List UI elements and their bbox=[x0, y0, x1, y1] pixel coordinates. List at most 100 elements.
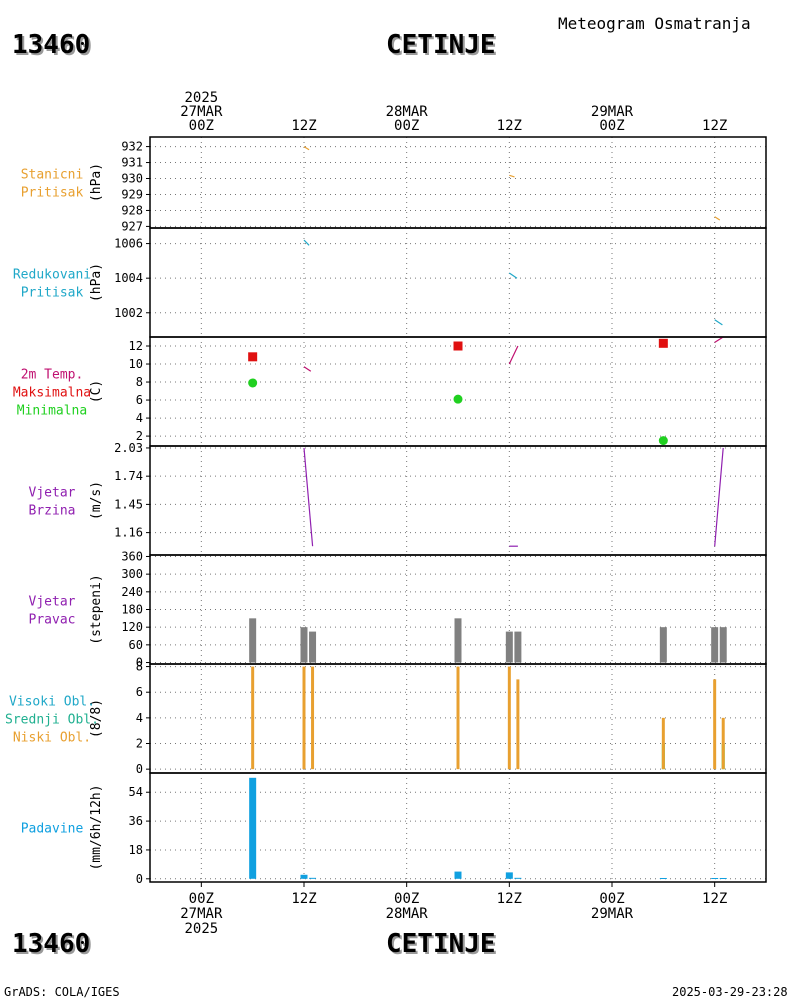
time-label-bottom: 2025 bbox=[184, 921, 218, 937]
bar-mark bbox=[251, 666, 255, 770]
y-tick-label: 930 bbox=[121, 172, 143, 186]
y-tick-label: 1006 bbox=[114, 237, 143, 251]
bar-mark bbox=[507, 666, 511, 770]
series-line bbox=[303, 146, 310, 151]
series-line bbox=[714, 336, 724, 343]
time-label-bottom: 00Z bbox=[189, 891, 214, 907]
y-tick-label: 8 bbox=[136, 660, 143, 674]
series-line bbox=[714, 319, 723, 326]
time-label-bottom: 28MAR bbox=[386, 906, 429, 922]
max-temp-marker bbox=[248, 352, 258, 362]
station-id: 13460 bbox=[12, 30, 91, 60]
bar-mark bbox=[514, 631, 522, 663]
y-tick-label: 1.74 bbox=[114, 469, 143, 483]
bar-mark bbox=[659, 877, 667, 879]
y-tick-label: 0 bbox=[136, 762, 143, 776]
time-label-bottom: 12Z bbox=[497, 891, 522, 907]
unit-label: (mm/6h/12h) bbox=[89, 784, 104, 870]
y-tick-label: 927 bbox=[121, 219, 143, 233]
panel-frame bbox=[149, 136, 767, 229]
time-label-top: 27MAR bbox=[180, 104, 223, 120]
bar-mark bbox=[711, 627, 719, 663]
y-tick-label: 60 bbox=[129, 638, 143, 652]
panel-label: Vjetar bbox=[29, 595, 76, 610]
bar-mark bbox=[302, 666, 306, 770]
y-tick-label: 10 bbox=[129, 357, 143, 371]
panel-label: 2m Temp. bbox=[21, 368, 84, 383]
bar-mark bbox=[456, 666, 460, 770]
panel-label: Visoki Obl. bbox=[9, 695, 95, 710]
time-label-bottom: 00Z bbox=[394, 891, 419, 907]
bar-mark bbox=[719, 877, 727, 879]
y-tick-label: 18 bbox=[129, 843, 143, 857]
panel-frame bbox=[149, 445, 767, 556]
series-line bbox=[714, 216, 721, 221]
y-tick-label: 8 bbox=[136, 375, 143, 389]
unit-label: (hPa) bbox=[89, 163, 104, 202]
time-label-top: 00Z bbox=[189, 118, 214, 134]
y-tick-label: 54 bbox=[129, 785, 143, 799]
panel-frame bbox=[149, 336, 767, 447]
y-tick-label: 300 bbox=[121, 567, 143, 581]
y-tick-label: 6 bbox=[136, 393, 143, 407]
time-label-bottom: 27MAR bbox=[180, 906, 223, 922]
series-line bbox=[303, 366, 312, 372]
panel-label: Brzina bbox=[29, 504, 76, 519]
bar-mark bbox=[516, 679, 520, 770]
time-label-top: 2025 bbox=[184, 90, 218, 106]
series-line bbox=[714, 447, 724, 547]
panel-label: Pritisak bbox=[21, 286, 84, 301]
bar-mark bbox=[711, 877, 719, 879]
unit-label: (m/s) bbox=[89, 481, 104, 520]
time-label-top: 12Z bbox=[291, 118, 316, 134]
time-label-top: 28MAR bbox=[386, 104, 429, 120]
y-tick-label: 4 bbox=[136, 411, 143, 425]
time-label-top: 00Z bbox=[394, 118, 419, 134]
y-tick-label: 2.03 bbox=[114, 441, 143, 455]
y-tick-label: 2 bbox=[136, 429, 143, 443]
panel-label: Srednji Obl. bbox=[5, 713, 99, 728]
y-tick-label: 1.45 bbox=[114, 497, 143, 511]
series-line bbox=[303, 239, 310, 246]
min-temp-marker bbox=[248, 378, 258, 388]
footer-credit: GrADS: COLA/IGES bbox=[4, 985, 120, 999]
panel-label: Pravac bbox=[29, 613, 76, 628]
bar-mark bbox=[309, 877, 317, 879]
bar-mark bbox=[249, 618, 257, 663]
series-line bbox=[509, 174, 515, 178]
time-label-bottom: 00Z bbox=[599, 891, 624, 907]
bar-mark bbox=[713, 679, 717, 770]
panel-frame bbox=[149, 772, 767, 883]
unit-label: (hPa) bbox=[89, 263, 104, 302]
chart-title: Meteogram Osmatranja bbox=[558, 14, 751, 33]
bar-mark bbox=[454, 871, 462, 879]
footer-station-id: 13460 bbox=[12, 929, 91, 959]
time-label-top: 12Z bbox=[497, 118, 522, 134]
y-tick-label: 4 bbox=[136, 711, 143, 725]
max-temp-marker bbox=[658, 338, 668, 348]
unit-label: (stepeni) bbox=[89, 574, 104, 644]
bar-mark bbox=[659, 627, 667, 663]
time-label-top: 29MAR bbox=[591, 104, 634, 120]
bar-mark bbox=[309, 631, 317, 663]
bar-mark bbox=[719, 627, 727, 663]
panel-label: Maksimalna bbox=[13, 386, 91, 401]
footer-timestamp: 2025-03-29-23:28 bbox=[672, 985, 788, 999]
panel-label: Redukovani bbox=[13, 268, 91, 283]
y-tick-label: 12 bbox=[129, 339, 143, 353]
y-tick-label: 36 bbox=[129, 814, 143, 828]
unit-label: (C) bbox=[89, 380, 104, 403]
bar-mark bbox=[661, 717, 665, 770]
y-tick-label: 1.16 bbox=[114, 526, 143, 540]
y-tick-label: 180 bbox=[121, 603, 143, 617]
max-temp-marker bbox=[453, 341, 463, 351]
time-label-top: 12Z bbox=[702, 118, 727, 134]
min-temp-marker bbox=[453, 394, 463, 404]
panel-frame bbox=[149, 227, 767, 338]
y-tick-label: 240 bbox=[121, 585, 143, 599]
panel-label: Vjetar bbox=[29, 486, 76, 501]
y-tick-label: 6 bbox=[136, 685, 143, 699]
bar-mark bbox=[300, 874, 308, 879]
time-label-top: 00Z bbox=[599, 118, 624, 134]
